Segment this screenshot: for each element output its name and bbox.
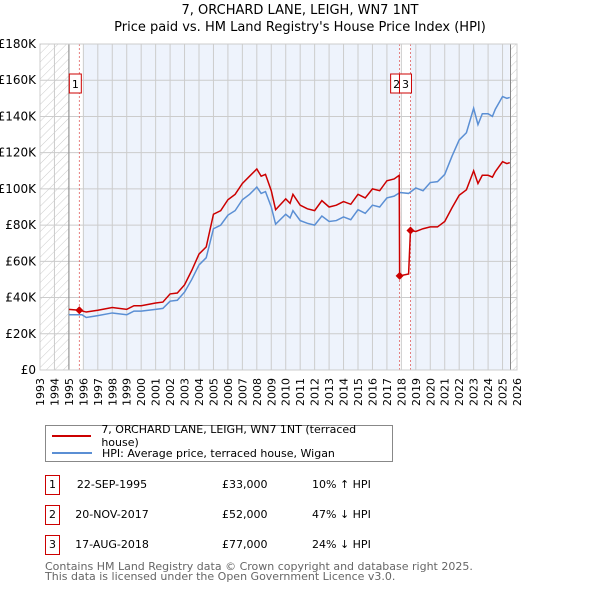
plot-border	[39, 43, 518, 371]
sale-row: 2 20-NOV-2017 £52,000 47% ↓ HPI	[45, 505, 445, 525]
legend-swatch-property	[52, 435, 92, 437]
sale-point	[406, 226, 415, 235]
sale-hpi-diff: 24% ↓ HPI	[312, 538, 371, 551]
legend: 7, ORCHARD LANE, LEIGH, WN7 1NT (terrace…	[45, 423, 393, 462]
x-tick-label: 2005	[207, 378, 220, 406]
y-tick-label: £60K	[5, 254, 37, 268]
x-tick-label: 2015	[352, 378, 365, 406]
y-tick-label: £100K	[0, 182, 37, 196]
x-tick-label: 2013	[323, 378, 336, 406]
x-tick-label: 2002	[164, 378, 177, 406]
sale-marker-label: 1	[45, 475, 60, 495]
footer-licence: This data is licensed under the Open Gov…	[45, 570, 396, 583]
legend-label-property: 7, ORCHARD LANE, LEIGH, WN7 1NT (terrace…	[101, 423, 357, 449]
x-tick-label: 1993	[34, 378, 47, 406]
sale-point	[395, 271, 404, 280]
y-tick-label: £20K	[5, 327, 37, 341]
x-tick-label: 1998	[106, 378, 119, 406]
y-tick-label: £40K	[5, 291, 37, 305]
x-tick-label: 2014	[338, 378, 351, 406]
x-tick-label: 1999	[121, 378, 134, 406]
sale-hpi-diff: 47% ↓ HPI	[312, 508, 371, 521]
sale-hpi-diff: 10% ↑ HPI	[312, 478, 371, 491]
y-tick-label: £0	[21, 363, 36, 377]
sale-marker-label: 2	[45, 505, 60, 525]
x-tick-label: 2016	[366, 378, 379, 406]
x-tick-label: 2024	[482, 378, 495, 406]
hpi-line	[68, 95, 510, 319]
x-tick-label: 1994	[48, 378, 61, 406]
legend-swatch-hpi	[52, 452, 92, 454]
sale-label: 1	[72, 78, 79, 91]
x-tick-label: 2004	[193, 378, 206, 406]
sale-date: 22-SEP-1995	[76, 478, 148, 491]
x-tick-label: 2007	[236, 378, 249, 406]
x-tick-label: 1995	[63, 378, 76, 406]
sale-point	[75, 306, 84, 315]
y-tick-label: £80K	[5, 218, 37, 232]
sale-date: 17-AUG-2018	[75, 538, 149, 551]
x-tick-label: 2025	[497, 378, 510, 406]
x-tick-label: 2001	[150, 378, 163, 406]
x-tick-label: 2022	[453, 378, 466, 406]
x-tick-label: 2017	[381, 378, 394, 406]
y-tick-label: £140K	[0, 109, 37, 123]
property-price-line	[68, 160, 510, 313]
x-tick-label: 2011	[294, 378, 307, 406]
sale-row: 3 17-AUG-2018 £77,000 24% ↓ HPI	[45, 535, 445, 555]
sale-label: 3	[402, 78, 409, 91]
sale-label: 2	[393, 78, 400, 91]
sale-label-box	[398, 73, 412, 94]
x-tick-label: 2010	[280, 378, 293, 406]
x-tick-label: 2019	[410, 378, 423, 406]
hatched-region	[510, 44, 517, 370]
y-tick-label: £120K	[0, 146, 37, 160]
x-tick-label: 2021	[439, 378, 452, 406]
x-tick-label: 2020	[424, 378, 437, 406]
shaded-region	[410, 44, 510, 370]
shaded-region	[83, 44, 400, 370]
x-tick-label: 2009	[265, 378, 278, 406]
x-tick-label: 2012	[309, 378, 322, 406]
y-tick-label: £180K	[0, 37, 37, 51]
x-tick-label: 2026	[511, 378, 524, 406]
sale-label-box	[68, 73, 82, 94]
legend-label-hpi: HPI: Average price, terraced house, Wiga…	[102, 446, 335, 460]
x-tick-label: 2008	[251, 378, 264, 406]
sale-price: £77,000	[222, 538, 268, 551]
sale-marker-label: 3	[45, 535, 60, 555]
chart-subtitle: Price paid vs. HM Land Registry's House …	[114, 20, 486, 35]
sale-price: £52,000	[222, 508, 268, 521]
sale-row: 1 22-SEP-1995 £33,000 10% ↑ HPI	[45, 475, 445, 495]
x-tick-label: 2000	[135, 378, 148, 406]
x-tick-label: 1996	[77, 378, 90, 406]
x-tick-label: 2006	[222, 378, 235, 406]
x-tick-label: 2023	[468, 378, 481, 406]
chart-title: 7, ORCHARD LANE, LEIGH, WN7 1NT	[181, 3, 419, 18]
sale-price: £33,000	[222, 478, 268, 491]
footer-copyright: Contains HM Land Registry data © Crown c…	[45, 560, 473, 573]
x-tick-label: 1997	[92, 378, 105, 406]
sale-date: 20-NOV-2017	[75, 508, 149, 521]
x-tick-label: 2018	[395, 378, 408, 406]
x-tick-label: 2003	[179, 378, 192, 406]
y-tick-label: £160K	[0, 73, 37, 87]
